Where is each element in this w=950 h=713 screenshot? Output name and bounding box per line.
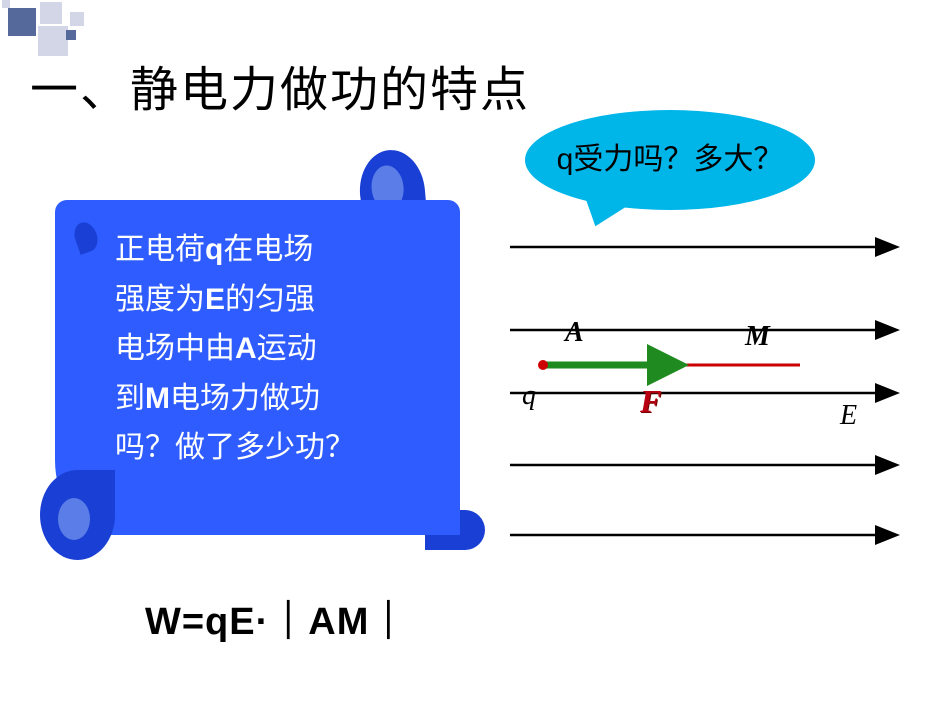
scroll-curl-bottom-left — [40, 470, 115, 560]
label-q: q — [522, 380, 536, 412]
scroll-body: 正电荷q在电场强度为E的匀强电场中由A运动到M电场力做功吗？做了多少功？ — [55, 200, 460, 535]
speech-bubble-text: q受力吗？多大？ — [557, 141, 784, 179]
label-F: F — [640, 383, 661, 420]
scroll-text: 正电荷q在电场强度为E的匀强电场中由A运动到M电场力做功吗？做了多少功？ — [95, 225, 438, 473]
label-A: A — [565, 317, 584, 349]
formula: W=qE·｜AM｜ — [145, 590, 408, 645]
field-diagram-svg — [500, 235, 920, 545]
label-M: M — [745, 321, 770, 353]
page-title: 一、静电力做功的特点 — [30, 50, 530, 120]
label-E: E — [840, 400, 857, 432]
scroll-card: 正电荷q在电场强度为E的匀强电场中由A运动到M电场力做功吗？做了多少功？ — [40, 180, 480, 570]
speech-bubble: q受力吗？多大？ — [525, 110, 815, 210]
field-diagram: A M q F E — [500, 235, 920, 545]
charge-dot — [538, 360, 548, 370]
